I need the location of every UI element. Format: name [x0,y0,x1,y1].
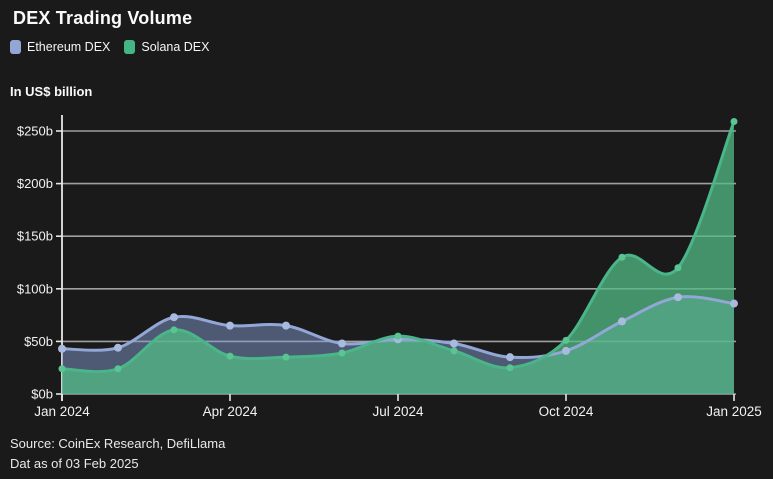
solana-data-point [618,253,626,261]
x-tick-label: Jul 2024 [372,404,424,419]
legend-item-solana: Solana DEX [124,40,209,54]
y-tick-label: $0b [31,387,53,402]
y-tick-label: $150b [17,229,53,244]
source-text: Source: CoinEx Research, DefiLlama [10,436,226,451]
ethereum-data-point [114,343,122,352]
ethereum-data-point [506,353,514,362]
chart-footer: Source: CoinEx Research, DefiLlama Dat a… [10,434,225,474]
ethereum-data-point [562,346,570,355]
solana-data-point [562,336,570,344]
y-axis-unit-label: In US$ billion [10,84,93,99]
solana-area [62,121,734,395]
solana-data-point [226,352,234,360]
ethereum-data-point [618,317,626,326]
ethereum-data-point [58,344,66,353]
x-tick-label: Apr 2024 [203,404,258,419]
solana-color-swatch-icon [124,40,136,54]
ethereum-data-point [730,299,738,308]
y-tick-label: $100b [17,281,53,296]
ethereum-data-point [226,321,234,330]
ethereum-data-point [338,339,346,348]
y-tick-label: $50b [24,334,53,349]
solana-data-point [394,332,402,340]
solana-data-point [58,365,66,373]
x-tick-label: Oct 2024 [539,404,594,419]
legend: Ethereum DEX Solana DEX [10,40,209,54]
ethereum-data-point [170,313,178,322]
dex-trading-volume-chart: $0b $50b $100b $150b $200b $250b Jan 2024 Apr 2… [0,105,773,425]
solana-data-point [282,353,290,361]
legend-label-ethereum: Ethereum DEX [27,40,111,54]
ethereum-data-point [674,293,682,302]
chart-svg: $0b $50b $100b $150b $200b $250b Jan 2024 Apr 2… [17,115,762,419]
solana-data-point [730,118,738,126]
legend-label-solana: Solana DEX [141,40,210,54]
ethereum-data-point [282,321,290,330]
date-note: Dat as of 03 Feb 2025 [10,456,139,471]
solana-data-point [338,349,346,357]
solana-data-point [450,347,458,355]
y-tick-label: $200b [17,176,53,191]
x-tick-label: Jan 2024 [34,404,90,419]
page-title: DEX Trading Volume [13,8,193,28]
ethereum-data-point [450,339,458,348]
ethereum-color-swatch-icon [10,40,21,54]
x-tick-label: Jan 2025 [706,404,762,419]
solana-data-point [114,365,122,373]
y-tick-label: $250b [17,124,53,139]
solana-data-point [506,364,514,372]
solana-data-point [170,326,178,334]
solana-data-point [674,264,682,272]
legend-item-ethereum: Ethereum DEX [10,40,110,54]
